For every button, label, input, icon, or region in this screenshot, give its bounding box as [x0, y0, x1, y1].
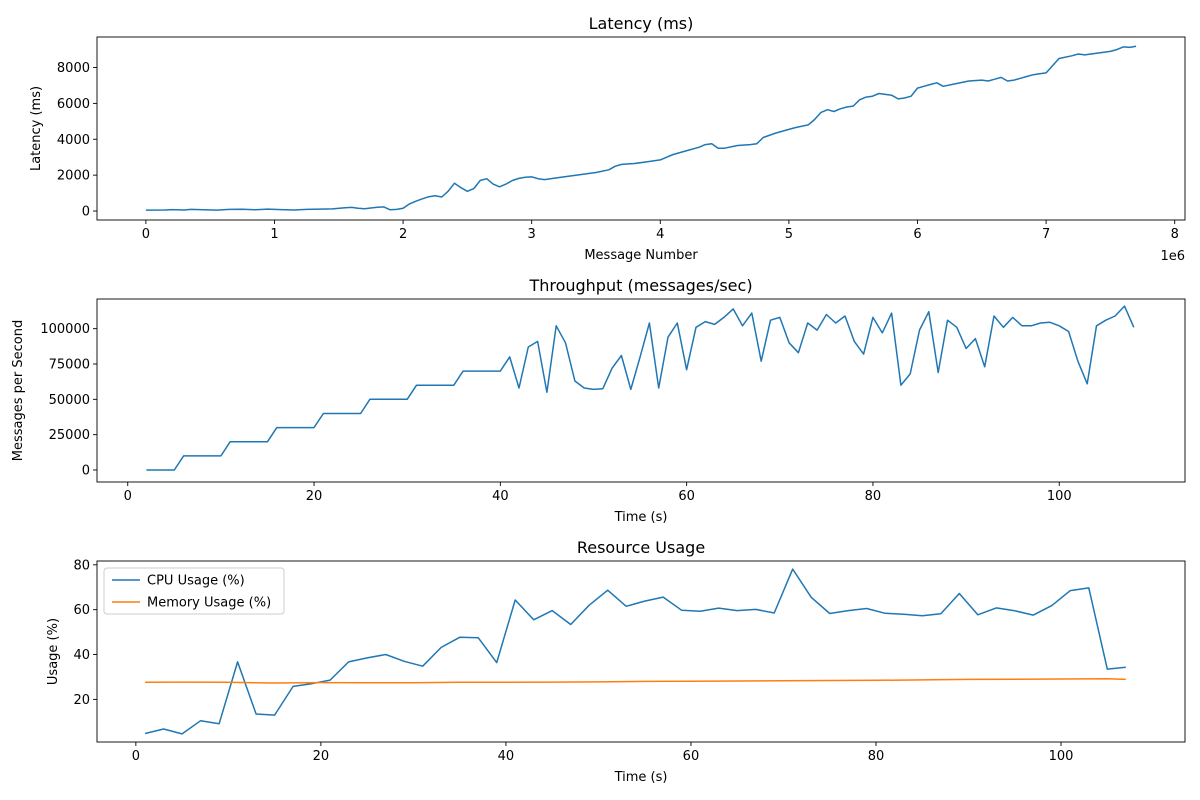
series-line-2	[145, 678, 1126, 684]
y-axis-label: Usage (%)	[46, 618, 61, 685]
subplot-3: 0 20 40 60 80 100 20 40 60 80 Resource Usage Time (…	[46, 538, 1186, 785]
y-tick-label: 20	[73, 693, 90, 708]
x-tick-label: 5	[785, 227, 793, 242]
chart-title: Resource Usage	[577, 538, 705, 557]
y-tick-label: 40	[73, 648, 90, 663]
subplot-1: 0 1 2 3 4 5 6 7 8 0 2000 4000 6000 8000 Latency (ms) Me…	[29, 14, 1186, 264]
x-tick-label: 20	[313, 749, 330, 764]
x-tick-label: 2	[399, 227, 407, 242]
y-tick-label: 80	[73, 558, 90, 573]
chart-title: Latency (ms)	[589, 14, 694, 33]
x-tick-label: 80	[865, 489, 882, 504]
y-tick-label: 0	[82, 463, 90, 478]
x-tick-label: 7	[1042, 227, 1050, 242]
series-line-1	[145, 45, 1137, 211]
x-tick-label: 0	[132, 749, 140, 764]
x-tick-label: 8	[1171, 227, 1179, 242]
x-tick-label: 0	[124, 489, 132, 504]
y-tick-label: 4000	[57, 133, 90, 148]
y-tick-label: 25000	[49, 428, 90, 443]
y-axis-label: Messages per Second	[11, 320, 26, 461]
x-tick-label: 100	[1047, 489, 1072, 504]
y-tick-label: 8000	[57, 61, 90, 76]
y-tick-label: 2000	[57, 169, 90, 184]
x-tick-label: 6	[913, 227, 921, 242]
legend: CPU Usage (%) Memory Usage (%)	[103, 567, 285, 615]
series-line-1	[144, 568, 1126, 735]
y-tick-label: 0	[82, 205, 90, 220]
y-tick-label: 100000	[40, 322, 90, 337]
x-axis-label: Message Number	[584, 248, 698, 263]
chart-title: Throughput (messages/sec)	[528, 276, 752, 295]
x-tick-label: 60	[678, 489, 695, 504]
legend-label: CPU Usage (%)	[147, 574, 245, 589]
x-axis-label: Time (s)	[614, 770, 668, 785]
x-tick-label: 4	[656, 227, 664, 242]
x-tick-label: 80	[868, 749, 885, 764]
y-axis-label: Latency (ms)	[29, 86, 44, 171]
x-tick-label: 0	[142, 227, 150, 242]
x-tick-label: 60	[683, 749, 700, 764]
x-tick-label: 40	[498, 749, 515, 764]
axes-frame	[96, 560, 1186, 743]
x-tick-label: 100	[1049, 749, 1074, 764]
y-tick-label: 75000	[49, 358, 90, 373]
x-axis-label: Time (s)	[614, 510, 668, 525]
axes-frame	[96, 36, 1186, 221]
x-tick-label: 40	[492, 489, 509, 504]
legend-label: Memory Usage (%)	[147, 596, 271, 611]
x-tick-label: 20	[306, 489, 323, 504]
y-tick-label: 60	[73, 603, 90, 618]
axes-frame	[96, 298, 1186, 483]
x-offset-text: 1e6	[1160, 249, 1185, 264]
y-tick-label: 50000	[49, 393, 90, 408]
legend-box	[103, 567, 285, 615]
series-line-1	[146, 305, 1135, 471]
subplot-2: 0 20 40 60 80 100 0 25000 50000 75000 100000 Throug…	[11, 276, 1186, 525]
x-tick-label: 1	[270, 227, 278, 242]
x-tick-label: 3	[528, 227, 536, 242]
y-tick-label: 6000	[57, 97, 90, 112]
